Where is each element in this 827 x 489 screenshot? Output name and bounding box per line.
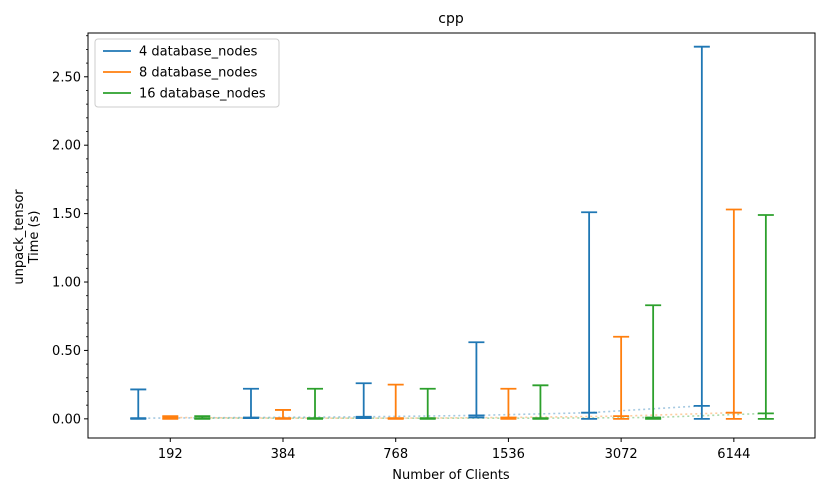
y-tick-label: 2.50	[52, 70, 81, 85]
series-1-errorbar-0	[162, 416, 178, 419]
x-axis-label: Number of Clients	[392, 468, 510, 483]
legend-label: 8 database_nodes	[139, 66, 258, 81]
legend-label: 16 database_nodes	[139, 87, 266, 102]
y-tick-label: 0.00	[52, 412, 81, 427]
y-tick-label: 2.00	[52, 139, 81, 154]
y-axis: 0.00 0.50 1.00 1.50 2.00 2.50	[52, 36, 88, 428]
series-0-errorbar-5	[694, 47, 710, 419]
x-tick-label: 6144	[717, 447, 750, 462]
series-2-errorbar-0	[194, 416, 210, 419]
x-tick-label: 3072	[605, 447, 638, 462]
series-1-errorbar-5	[726, 210, 742, 419]
x-tick-label: 192	[158, 447, 183, 462]
legend-label: 4 database_nodes	[139, 45, 258, 60]
chart-title: cpp	[438, 11, 464, 27]
series-2-errorbar-4	[645, 305, 661, 419]
y-axis-label-line2: Time (s)	[27, 211, 42, 265]
series-0-errorbar-4	[581, 212, 597, 419]
x-tick-label: 1536	[492, 447, 525, 462]
y-axis-label-line1: unpack_tensor	[12, 189, 27, 285]
series-2-errorbar-1	[307, 389, 323, 419]
series-0-errorbar-2	[356, 383, 372, 418]
legend: 4 database_nodes 8 database_nodes 16 datab…	[95, 39, 279, 107]
y-tick-label: 1.50	[52, 207, 81, 222]
series-1-errorbar-2	[388, 385, 404, 419]
series-0-errorbar-3	[468, 342, 484, 417]
series-0-errorbar-0	[130, 389, 146, 418]
y-tick-label: 0.50	[52, 344, 81, 359]
series-1-errorbar-1	[275, 410, 291, 419]
x-axis: 192 384 768 1536 3072 6144	[158, 438, 751, 462]
series-0-errorbar-1	[243, 389, 259, 418]
series-2-errorbar-2	[420, 389, 436, 419]
series-2-errorbar-5	[758, 215, 774, 419]
x-tick-label: 384	[271, 447, 296, 462]
y-tick-label: 1.00	[52, 276, 81, 291]
series-1-errorbar-4	[613, 337, 629, 419]
x-tick-label: 768	[383, 447, 408, 462]
